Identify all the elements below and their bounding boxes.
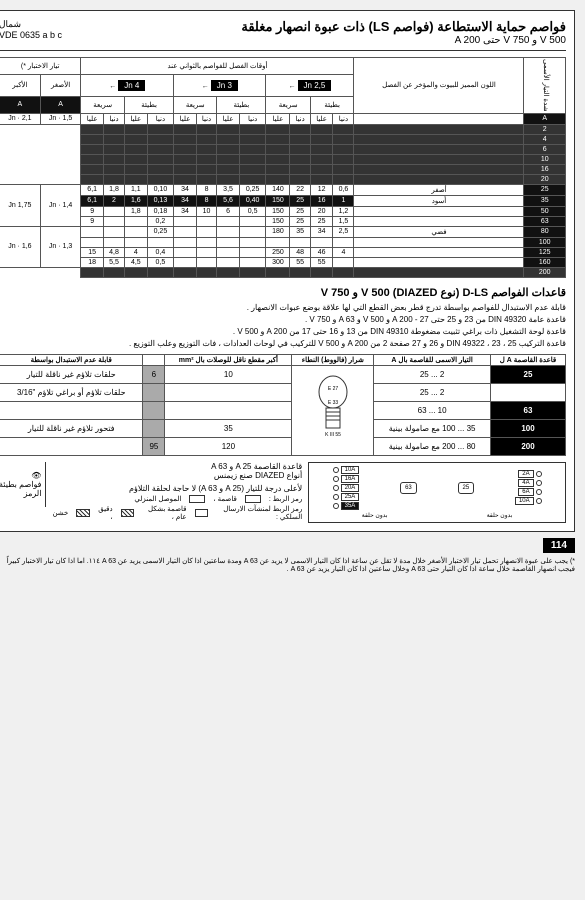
page-header: شمال VDE 0635 a b c فواصم حماية الاستطاع… [0, 19, 566, 51]
desc-line: قابلة عدم الاستبدال للفواصم بواسطة تدرج … [0, 303, 566, 312]
jn-arrow-1: 2,5 Jn [298, 80, 332, 91]
col-color: اللون المميز للبيوت والمؤخر عن الفصل [354, 58, 524, 114]
table-row: 80فضي2,534351800,251,3 · Jn1,6 · Jn [0, 226, 566, 237]
table-row: 2 ... 25حلقات تلاؤم أو براغي تلاؤم "3/16 [0, 383, 566, 401]
col-max: الأكبر [0, 74, 40, 96]
desc-line: قاعدة التركيب DIN 49322 ، 23 ، 25 و 26 و… [0, 339, 566, 348]
fuse-timing-table: شدة التيار الأسمى اللون المميز للبيوت وا… [0, 57, 566, 278]
table-row: 20 [0, 174, 566, 184]
fuse-diagram: 2A 4A 6A 10A 25 63 10A 16A 20A 25A 35A ب… [308, 462, 566, 523]
slow-fuse-symbol: 👁 [31, 471, 41, 480]
page-title: فواصم حماية الاستطاعة (فواصم LS) ذات عبو… [0, 19, 566, 35]
table-toptitle: أوقات الفصل للفواصم بالثواني عند [81, 58, 354, 75]
page-subtitle: V 500 و V 750 حتى A 200 [0, 35, 566, 46]
jn-arrow-3: 4 Jn [118, 80, 145, 91]
table-row: 2 [0, 124, 566, 134]
col-test-current: تيار الاختبار *) [0, 58, 81, 75]
table-row: 10 [0, 154, 566, 164]
svg-text:K III 55: K III 55 [325, 432, 341, 438]
legend-2: رمز الربط لمنشآت الارسال السلكي : قاصمة … [52, 505, 302, 521]
desc-line: قاعدة عامة DIN 49320 من 23 و 25 حتى 27 -… [0, 315, 566, 324]
base-spec-table: قاعدة القاصمة A لالتيار الاسمى للقاصمة ب… [0, 354, 566, 456]
col-current: شدة التيار الأسمى [524, 58, 566, 114]
table-row: 10035 ... 100 مع صامولة بينية35فتحور تلا… [0, 419, 566, 437]
table-row: 6310 ... 63 [0, 401, 566, 419]
cap-note: قاعدة القاصمة A 25 و A 63 أنواع DIAZED ص… [52, 462, 302, 480]
table-row: 252 ... 25E 27E 33K III 55106حلقات تلاؤم… [0, 365, 566, 383]
footnote: *) يجب على عبوة الانصهار تحمل تيار الاخت… [0, 557, 575, 573]
legend-1: رمز الربط : قاصمة ، الموصل المنزلي [52, 495, 302, 503]
header-code: شمال VDE 0635 a b c [0, 19, 62, 40]
table-row: 25أصفر0,612221400,253,58340,101,11,86,11… [0, 184, 566, 195]
table-row: 16055553000,54,55,518 [0, 257, 566, 267]
table-row: 631,525251500,29 [0, 216, 566, 226]
ring-note: لأعلى درجة للتيار (A 25 و A 63) لا حاجة … [52, 484, 302, 493]
bases-title: قاعدات الفواصم D-LS (نوع DIAZED) V 500 و… [0, 286, 566, 299]
jn-arrow-2: 3 Jn [211, 80, 238, 91]
table-row: 4 [0, 134, 566, 144]
table-row: 200 [0, 267, 566, 277]
svg-text:E 27: E 27 [328, 386, 339, 392]
table-row: 6 [0, 144, 566, 154]
table-row: 100 [0, 237, 566, 247]
page-number: 114 [543, 538, 575, 553]
table-row: 125446482500,444,815 [0, 247, 566, 257]
table-row: 35أسود116251500,405,68340,131,626,1 [0, 195, 566, 206]
scanned-page: شمال VDE 0635 a b c فواصم حماية الاستطاع… [0, 10, 575, 532]
col-min: الأصغر [40, 74, 81, 96]
desc-line: قاعدة لوحة التشغيل ذات براغي تثبيت مضغوط… [0, 327, 566, 336]
table-row: 20080 ... 200 مع صامولة بينية12095 [0, 437, 566, 455]
svg-text:E 33: E 33 [328, 400, 339, 406]
table-row: 501,220251500,5610340,181,89 [0, 206, 566, 216]
table-row: 16 [0, 164, 566, 174]
